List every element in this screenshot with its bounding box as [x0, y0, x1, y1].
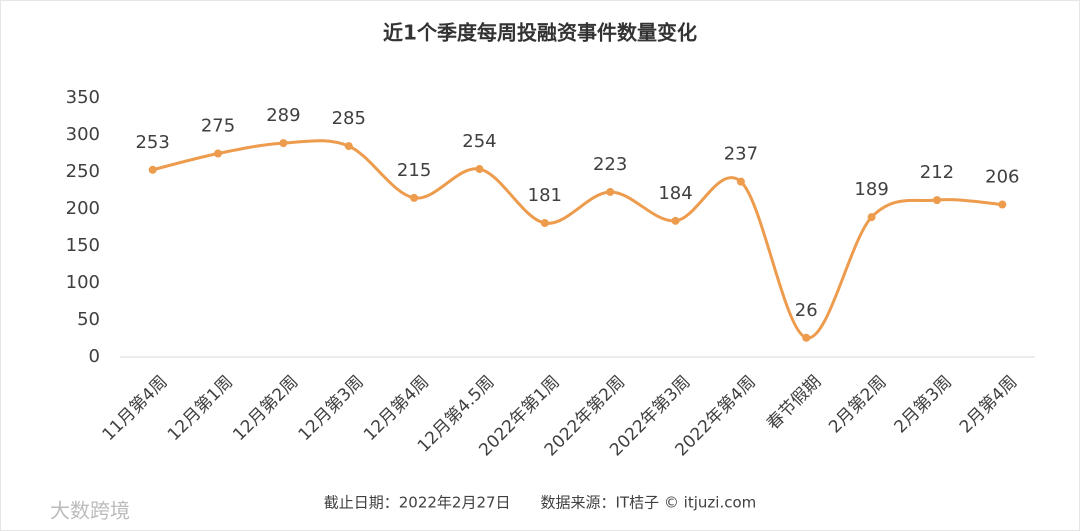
data-label: 253: [135, 132, 169, 153]
point: [802, 333, 811, 342]
point: [867, 213, 876, 222]
chart-title: 近1个季度每周投融资事件数量变化: [383, 21, 697, 45]
point: [932, 196, 941, 205]
y-tick-label: 0: [89, 346, 100, 367]
data-label: 237: [724, 144, 758, 165]
data-label: 215: [397, 160, 431, 181]
data-label: 289: [266, 105, 300, 126]
y-tick-label: 300: [66, 124, 100, 145]
y-tick-label: 150: [66, 235, 100, 256]
y-tick-label: 100: [66, 272, 100, 293]
data-label: 223: [593, 154, 627, 175]
data-label: 26: [795, 300, 818, 321]
y-tick-label: 200: [66, 198, 100, 219]
data-label: 184: [658, 183, 692, 204]
point: [540, 219, 549, 228]
source-note: 截止日期：2022年2月27日 数据来源：IT桔子 © itjuzi.com: [324, 494, 757, 512]
y-tick-label: 50: [77, 309, 100, 330]
point: [344, 142, 353, 151]
data-label: 206: [985, 167, 1019, 188]
point: [606, 187, 615, 196]
point: [279, 139, 288, 148]
data-label: 275: [201, 116, 235, 137]
point: [475, 165, 484, 174]
point: [214, 149, 223, 158]
point: [998, 200, 1007, 209]
data-label: 181: [528, 185, 562, 206]
point: [148, 165, 157, 174]
data-label: 285: [332, 108, 366, 129]
data-label: 189: [854, 179, 888, 200]
point: [736, 177, 745, 186]
data-label: 212: [920, 162, 954, 183]
data-label: 254: [462, 131, 496, 152]
point: [671, 216, 680, 225]
watermark: 大数跨境: [50, 499, 130, 523]
point: [410, 193, 419, 202]
y-tick-label: 350: [66, 87, 100, 108]
y-tick-label: 250: [66, 161, 100, 182]
